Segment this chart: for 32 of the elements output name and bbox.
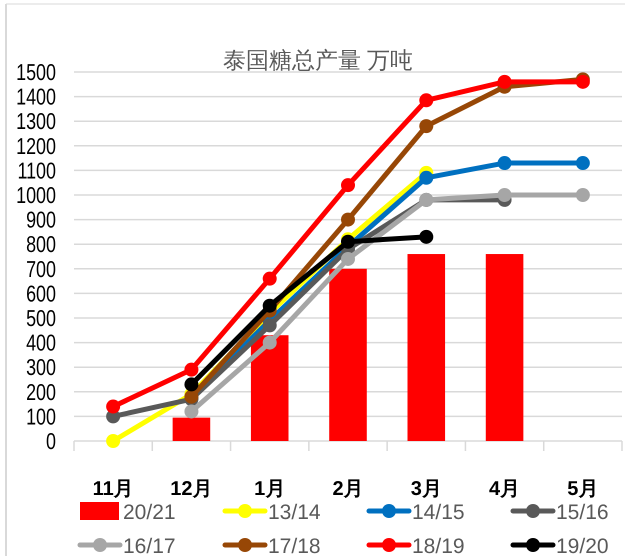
- x-tick-label: 11月: [92, 478, 134, 500]
- x-tick-label: 3月: [410, 478, 442, 500]
- legend-label: 15/16: [556, 501, 609, 524]
- y-tick-label: 100: [26, 404, 56, 430]
- y-tick-label: 1200: [16, 134, 56, 160]
- y-tick-label: 1300: [16, 109, 56, 135]
- x-tick-label: 1月: [254, 478, 286, 500]
- y-tick-label: 1100: [17, 158, 56, 184]
- y-tick-label: 800: [26, 232, 56, 258]
- x-tick-label: 2月: [332, 478, 364, 500]
- y-tick-label: 0: [46, 428, 56, 455]
- legend-label: 14/15: [412, 501, 465, 524]
- y-tick-label: 400: [26, 330, 56, 356]
- y-tick-label: 1000: [16, 182, 56, 209]
- y-tick-label: 1500: [16, 60, 56, 86]
- legend-label: 18/19: [412, 535, 465, 556]
- legend-label: 17/18: [268, 535, 321, 556]
- y-tick-label: 500: [26, 306, 56, 332]
- x-tick-label: 4月: [489, 478, 520, 500]
- y-tick-label: 1400: [16, 84, 56, 110]
- legend-label: 16/17: [123, 535, 176, 556]
- legend-label: 13/14: [268, 501, 321, 524]
- y-tick-label: 200: [26, 380, 56, 406]
- chart-title: 泰国糖总产量 万吨: [222, 47, 414, 73]
- y-tick-label: 600: [26, 281, 56, 307]
- y-tick-label: 700: [26, 256, 56, 282]
- legend-label: 20/21: [123, 501, 176, 524]
- y-tick-label: 900: [26, 208, 56, 234]
- x-tick-label: 5月: [567, 478, 598, 500]
- y-tick-label: 300: [26, 355, 56, 381]
- x-tick-label: 12月: [170, 478, 213, 500]
- legend-label: 19/20: [556, 535, 609, 556]
